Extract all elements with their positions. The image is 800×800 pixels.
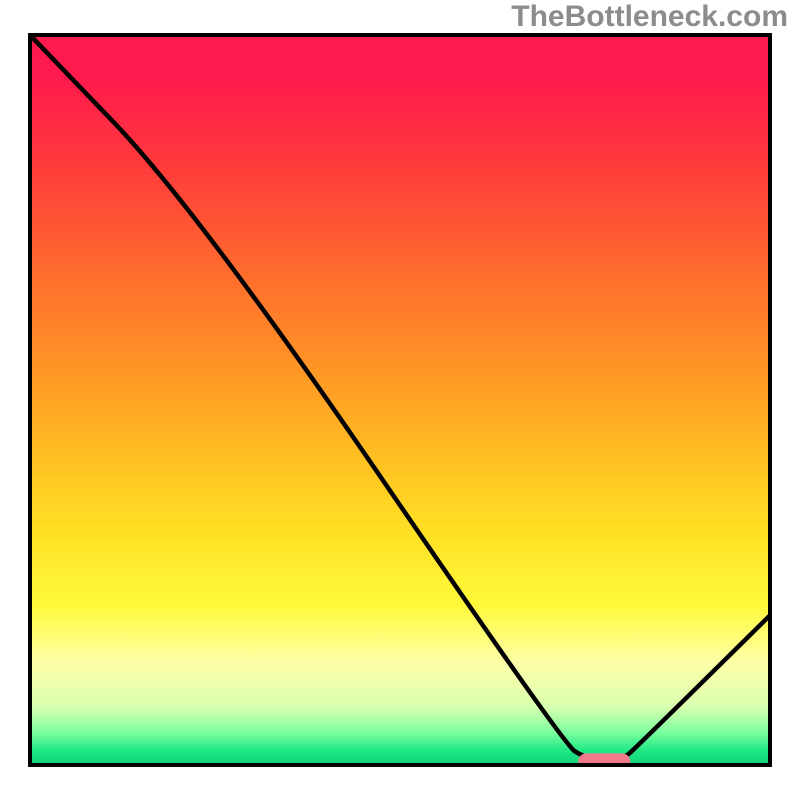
bottleneck-chart bbox=[0, 0, 800, 800]
chart-container: { "watermark": { "text": "TheBottleneck.… bbox=[0, 0, 800, 800]
plot-background bbox=[30, 35, 770, 765]
watermark-text: TheBottleneck.com bbox=[511, 0, 788, 34]
